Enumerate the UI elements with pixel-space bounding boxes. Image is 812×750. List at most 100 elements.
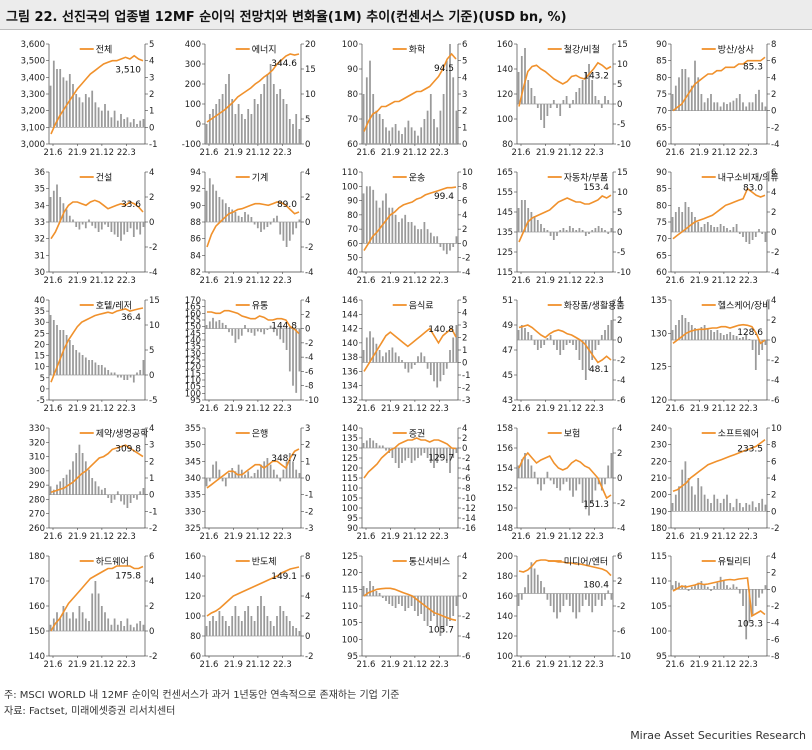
bar xyxy=(729,587,732,590)
bar xyxy=(97,486,100,495)
bar xyxy=(247,328,250,333)
bar xyxy=(104,222,106,225)
bar xyxy=(745,335,748,340)
bar xyxy=(455,110,458,144)
right-tick-label: 2 xyxy=(462,572,467,582)
bar xyxy=(716,498,719,512)
bar xyxy=(436,236,439,244)
bar xyxy=(288,222,291,241)
panel-22: 60 80 100 120 140 160 -2 0 2 4 6 8 21.6 21.9 21.12 22.3… xyxy=(185,552,314,670)
bar xyxy=(139,120,142,128)
right-tick-label: 2 xyxy=(617,316,622,326)
right-tick-label: -10 xyxy=(617,140,631,150)
left-tick-label: 160 xyxy=(497,40,513,50)
left-tick-label: 100 xyxy=(497,115,513,125)
bar xyxy=(253,222,256,225)
bar xyxy=(694,217,696,232)
bar xyxy=(72,84,74,128)
right-tick-label: 6 xyxy=(149,552,154,562)
bar xyxy=(372,337,375,363)
bar xyxy=(91,222,94,226)
bar xyxy=(540,340,542,348)
panel-13: 132 134 136 138 140 142 144 146 -3 -2 -1 0 1 2 3 4 5 21.6… xyxy=(342,296,471,414)
left-tick-label: 31 xyxy=(34,251,45,261)
bar xyxy=(678,77,680,111)
right-tick-label: 6 xyxy=(771,457,776,467)
right-tick-label: -14 xyxy=(462,514,476,524)
x-tick-label: 21.9 xyxy=(690,404,709,414)
left-tick-label: 80 xyxy=(656,73,667,83)
bar xyxy=(218,99,221,144)
left-tick-label: 10 xyxy=(34,363,45,373)
bar xyxy=(445,243,448,255)
panel-21: 140 150 160 170 180 -2 0 2 4 6 21.6 21.9 21.12 22.3 하드… xyxy=(29,552,158,670)
left-tick-label: 65 xyxy=(656,123,667,133)
bar xyxy=(761,589,764,594)
bar xyxy=(706,98,709,111)
bar xyxy=(285,461,288,478)
bar xyxy=(417,448,419,458)
bar xyxy=(697,330,700,340)
bar xyxy=(568,478,571,491)
bar xyxy=(562,478,565,485)
bar xyxy=(282,469,285,478)
bar xyxy=(132,627,135,631)
bar xyxy=(594,478,597,491)
left-tick-label: 158 xyxy=(497,424,513,434)
right-tick-label: -4 xyxy=(771,140,779,150)
panel-6: 30 31 32 33 34 35 36 -4 -2 0 2 4 21.6 21.9 21.12 22.3 건설… xyxy=(34,168,157,286)
x-tick-label: 21.12 xyxy=(558,532,582,542)
bar xyxy=(75,222,78,227)
bar xyxy=(139,370,142,375)
bar xyxy=(549,104,552,108)
bar xyxy=(285,616,288,636)
left-tick-label: 155 xyxy=(185,316,201,326)
bar xyxy=(94,362,97,375)
left-tick-label: 160 xyxy=(497,592,513,602)
bar xyxy=(568,226,571,232)
left-tick-label: 180 xyxy=(29,552,45,562)
bar xyxy=(279,478,282,482)
left-tick-label: 85 xyxy=(656,185,667,195)
bar xyxy=(272,626,275,636)
bar xyxy=(719,333,722,340)
right-tick-label: 0 xyxy=(305,218,310,228)
right-tick-label: 2 xyxy=(305,193,310,203)
right-tick-label: 0 xyxy=(305,632,310,642)
bar xyxy=(139,621,142,631)
bar xyxy=(426,362,429,369)
bar xyxy=(269,621,272,636)
bar xyxy=(237,328,240,340)
panel-25: 95 100 105 110 115 -8 -6 -4 -2 0 2 4 21.6 21.9 21.12 22… xyxy=(651,552,780,670)
bar xyxy=(588,593,590,606)
bar xyxy=(391,207,394,244)
bar xyxy=(761,498,764,512)
legend-label: 하드웨어 xyxy=(96,556,129,568)
bar xyxy=(231,616,234,636)
right-tick-label: -2 xyxy=(462,384,470,394)
right-tick-label: -5 xyxy=(149,396,157,406)
bar xyxy=(91,478,94,495)
right-tick-label: 2 xyxy=(462,107,467,117)
data-label: 309.8 xyxy=(115,445,141,455)
bar xyxy=(65,209,68,222)
bar xyxy=(401,596,403,606)
bar xyxy=(56,184,58,222)
bar xyxy=(104,367,106,375)
bar xyxy=(218,320,221,329)
bar xyxy=(59,69,62,128)
bar xyxy=(292,461,294,478)
bar xyxy=(97,222,100,232)
bar xyxy=(260,464,262,478)
bar xyxy=(436,596,439,626)
x-tick-label: 22.3 xyxy=(273,532,292,542)
right-tick-label: 10 xyxy=(617,188,628,198)
left-tick-label: 136 xyxy=(342,367,358,377)
bar xyxy=(546,593,549,600)
bar xyxy=(253,621,256,636)
bar xyxy=(240,114,243,144)
x-tick-label: 21.6 xyxy=(357,532,376,542)
x-tick-label: 21.6 xyxy=(357,404,376,414)
bar xyxy=(423,448,426,453)
left-tick-label: 200 xyxy=(497,552,513,562)
